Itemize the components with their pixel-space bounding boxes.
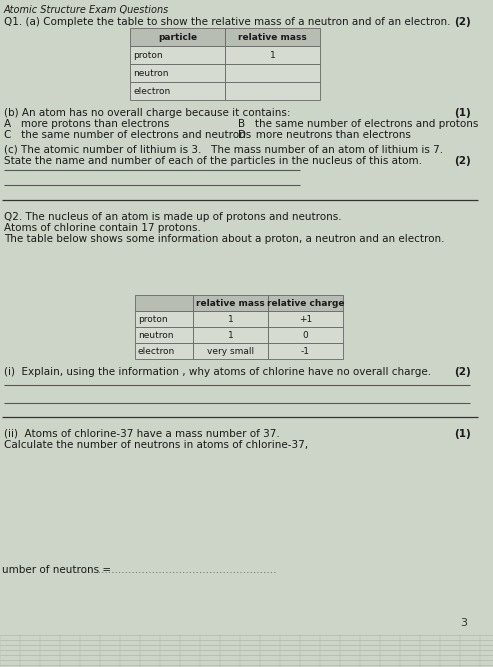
Bar [225, 82, 320, 100]
Bar [268, 343, 343, 359]
Text: C   the same number of electrons and neutrons: C the same number of electrons and neutr… [4, 130, 251, 140]
Text: (2): (2) [454, 156, 471, 166]
Text: -1: -1 [301, 346, 310, 356]
Text: Atoms of chlorine contain 17 protons.: Atoms of chlorine contain 17 protons. [4, 223, 201, 233]
Text: 1: 1 [228, 331, 233, 340]
Bar [135, 343, 193, 359]
Text: 3: 3 [460, 618, 467, 628]
Text: (1): (1) [454, 429, 471, 439]
Bar [225, 28, 320, 46]
Text: (2): (2) [454, 367, 471, 377]
Text: umber of neutrons =: umber of neutrons = [2, 565, 114, 575]
Text: (2): (2) [454, 17, 471, 27]
Bar [193, 327, 268, 343]
Bar [130, 28, 225, 46]
Text: very small: very small [207, 346, 254, 356]
Bar [225, 64, 320, 82]
Text: electron: electron [138, 346, 175, 356]
Bar [130, 46, 225, 64]
Text: Q1. (a) Complete the table to show the relative mass of a neutron and of an elec: Q1. (a) Complete the table to show the r… [4, 17, 451, 27]
Text: Atomic Structure Exam Questions: Atomic Structure Exam Questions [4, 5, 169, 15]
Bar [130, 64, 225, 82]
Text: relative mass: relative mass [238, 33, 307, 41]
Text: electron: electron [133, 87, 170, 95]
Bar [268, 295, 343, 311]
Text: proton: proton [133, 51, 163, 59]
Bar [193, 311, 268, 327]
Text: (ii)  Atoms of chlorine-37 have a mass number of 37.: (ii) Atoms of chlorine-37 have a mass nu… [4, 429, 280, 439]
Text: neutron: neutron [138, 331, 174, 340]
Text: D   more neutrons than electrons: D more neutrons than electrons [238, 130, 411, 140]
Text: (1): (1) [454, 108, 471, 118]
Text: (i)  Explain, using the information , why atoms of chlorine have no overall char: (i) Explain, using the information , why… [4, 367, 431, 377]
Text: +1: +1 [299, 315, 312, 323]
Text: B   the same number of electrons and protons: B the same number of electrons and proto… [238, 119, 478, 129]
Bar [193, 343, 268, 359]
Bar [135, 311, 193, 327]
Bar [135, 295, 193, 311]
Text: proton: proton [138, 315, 168, 323]
Bar [225, 46, 320, 64]
Text: The table below shows some information about a proton, a neutron and an electron: The table below shows some information a… [4, 234, 445, 244]
Text: 1: 1 [228, 315, 233, 323]
Bar [268, 311, 343, 327]
Text: Q2. The nucleus of an atom is made up of protons and neutrons.: Q2. The nucleus of an atom is made up of… [4, 212, 342, 222]
Bar [130, 82, 225, 100]
Text: Calculate the number of neutrons in atoms of chlorine-37,: Calculate the number of neutrons in atom… [4, 440, 308, 450]
Bar [135, 327, 193, 343]
Text: A   more protons than electrons: A more protons than electrons [4, 119, 170, 129]
Text: particle: particle [158, 33, 197, 41]
Text: neutron: neutron [133, 69, 169, 77]
Text: ............................................................: ........................................… [75, 565, 278, 575]
Text: (c) The atomic number of lithium is 3.   The mass number of an atom of lithium i: (c) The atomic number of lithium is 3. T… [4, 145, 443, 155]
Text: 1: 1 [270, 51, 276, 59]
Bar [268, 327, 343, 343]
Text: State the name and number of each of the particles in the nucleus of this atom.: State the name and number of each of the… [4, 156, 422, 166]
Text: (b) An atom has no overall charge because it contains:: (b) An atom has no overall charge becaus… [4, 108, 290, 118]
Text: 0: 0 [303, 331, 309, 340]
Text: relative mass: relative mass [196, 299, 265, 307]
Bar [193, 295, 268, 311]
Text: relative charge: relative charge [267, 299, 344, 307]
